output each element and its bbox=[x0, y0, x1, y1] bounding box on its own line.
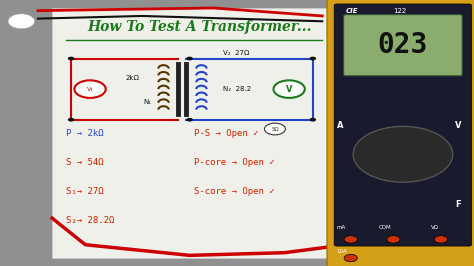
Text: 023: 023 bbox=[378, 31, 428, 59]
Text: 5Ω: 5Ω bbox=[271, 127, 279, 131]
Text: mA: mA bbox=[337, 225, 346, 230]
Circle shape bbox=[434, 236, 447, 243]
Circle shape bbox=[344, 254, 357, 262]
Text: N₂  28.2: N₂ 28.2 bbox=[223, 86, 251, 92]
Circle shape bbox=[310, 57, 316, 60]
Text: VΩ: VΩ bbox=[431, 225, 439, 230]
Text: 2kΩ: 2kΩ bbox=[126, 76, 140, 81]
FancyBboxPatch shape bbox=[334, 4, 472, 246]
Text: COM: COM bbox=[379, 225, 392, 230]
Text: N₁: N₁ bbox=[143, 99, 151, 105]
Circle shape bbox=[186, 57, 193, 60]
Text: 122: 122 bbox=[393, 8, 407, 14]
Text: P-S → Open ✓: P-S → Open ✓ bbox=[194, 128, 259, 138]
Text: V₂  27Ω: V₂ 27Ω bbox=[223, 50, 249, 56]
FancyBboxPatch shape bbox=[327, 0, 474, 266]
Text: S-core → Open ✓: S-core → Open ✓ bbox=[194, 187, 275, 196]
Text: F: F bbox=[455, 201, 461, 210]
Circle shape bbox=[310, 118, 316, 122]
Circle shape bbox=[387, 236, 400, 243]
FancyBboxPatch shape bbox=[52, 8, 393, 258]
Circle shape bbox=[68, 57, 74, 60]
Text: CIE: CIE bbox=[346, 8, 358, 14]
Text: S → 54Ω: S → 54Ω bbox=[66, 158, 104, 167]
Circle shape bbox=[74, 80, 106, 98]
Circle shape bbox=[273, 80, 305, 98]
Text: V: V bbox=[286, 85, 292, 94]
Circle shape bbox=[353, 126, 453, 182]
Text: S₂→ 28.2Ω: S₂→ 28.2Ω bbox=[66, 216, 115, 225]
Text: V₁: V₁ bbox=[87, 87, 93, 92]
Text: S₁→ 27Ω: S₁→ 27Ω bbox=[66, 187, 104, 196]
Circle shape bbox=[186, 118, 193, 122]
Text: How To Test A Transformer...: How To Test A Transformer... bbox=[87, 20, 311, 34]
Text: 10A: 10A bbox=[337, 249, 347, 254]
Circle shape bbox=[264, 123, 285, 135]
FancyBboxPatch shape bbox=[344, 15, 462, 76]
Text: P → 2kΩ: P → 2kΩ bbox=[66, 128, 104, 138]
Circle shape bbox=[8, 14, 35, 29]
Text: V: V bbox=[455, 121, 462, 130]
Text: P-core → Open ✓: P-core → Open ✓ bbox=[194, 158, 275, 167]
Circle shape bbox=[68, 118, 74, 122]
Circle shape bbox=[344, 236, 357, 243]
Text: A: A bbox=[337, 121, 343, 130]
